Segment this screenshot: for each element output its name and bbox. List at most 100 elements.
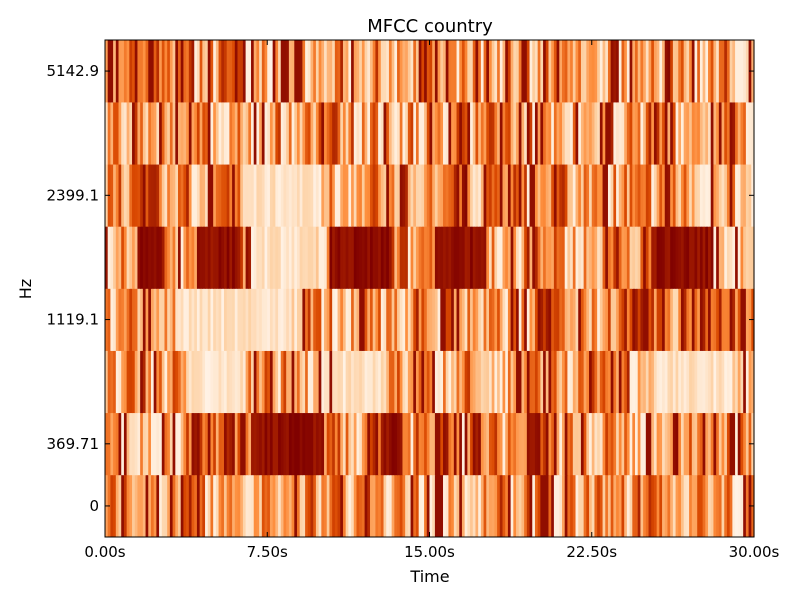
heatmap-cell — [394, 102, 398, 165]
heatmap-cell — [580, 164, 585, 227]
heatmap-cell — [510, 288, 514, 351]
heatmap-cell — [635, 288, 639, 351]
heatmap-cell — [551, 40, 555, 103]
heatmap-cell — [635, 102, 639, 165]
heatmap-cell — [142, 40, 147, 103]
heatmap-cell — [589, 474, 593, 538]
heatmap-cell — [223, 350, 228, 414]
heatmap-cell — [732, 350, 736, 414]
heatmap-cell — [169, 412, 174, 476]
heatmap-cell — [215, 40, 220, 103]
heatmap-cell — [321, 288, 325, 351]
heatmap-cell — [689, 474, 693, 538]
heatmap-cell — [307, 40, 312, 103]
heatmap-cell — [372, 164, 377, 227]
heatmap-cell — [188, 350, 193, 414]
heatmap-cell — [213, 102, 217, 165]
heatmap-cell — [507, 350, 512, 414]
heatmap-cell — [107, 226, 111, 289]
heatmap-cell — [161, 288, 166, 351]
heatmap-cell — [334, 288, 339, 351]
heatmap-cell — [340, 40, 344, 103]
heatmap-cell — [351, 350, 355, 414]
heatmap-cell — [475, 474, 479, 538]
heatmap-cell — [202, 102, 206, 165]
heatmap-cell — [237, 40, 241, 103]
heatmap-cell — [497, 164, 501, 227]
heatmap-cell — [618, 102, 623, 165]
heatmap-cell — [705, 40, 709, 103]
heatmap-cell — [575, 350, 579, 414]
heatmap-cell — [702, 40, 706, 103]
heatmap-cell — [618, 226, 623, 289]
heatmap-cell — [448, 164, 452, 227]
heatmap-cell — [594, 102, 598, 165]
heatmap-cell — [123, 164, 128, 227]
heatmap-cell — [172, 102, 176, 165]
heatmap-cell — [313, 102, 317, 165]
heatmap-cell — [153, 288, 157, 351]
heatmap-cell — [207, 40, 212, 103]
heatmap-cell — [348, 40, 352, 103]
heatmap-cell — [551, 226, 555, 289]
heatmap-cell — [478, 226, 482, 289]
heatmap-cell — [583, 474, 587, 538]
heatmap-cell — [507, 102, 512, 165]
heatmap-cell — [361, 164, 366, 227]
heatmap-cell — [434, 102, 439, 165]
heatmap-cell — [248, 40, 252, 103]
heatmap-cell — [467, 412, 471, 476]
heatmap-cell — [159, 288, 163, 351]
heatmap-cell — [126, 288, 130, 351]
heatmap-cell — [194, 350, 198, 414]
heatmap-cell — [448, 102, 452, 165]
heatmap-cell — [342, 164, 347, 227]
heatmap-cell — [659, 102, 663, 165]
heatmap-cell — [516, 412, 520, 476]
heatmap-cell — [248, 226, 252, 289]
heatmap-cell — [288, 226, 293, 289]
heatmap-cell — [434, 164, 439, 227]
heatmap-cell — [656, 412, 660, 476]
heatmap-cell — [556, 226, 560, 289]
y-tick-label: 0 — [89, 497, 99, 515]
heatmap-cell — [505, 350, 509, 414]
heatmap-cell — [342, 40, 347, 103]
heatmap-cell — [410, 288, 414, 351]
heatmap-cell — [194, 226, 198, 289]
heatmap-cell — [710, 412, 715, 476]
heatmap-cell — [299, 412, 303, 476]
heatmap-cell — [242, 226, 247, 289]
heatmap-cell — [472, 288, 477, 351]
heatmap-cell — [537, 412, 541, 476]
heatmap-cell — [386, 412, 390, 476]
heatmap-cell — [513, 226, 517, 289]
heatmap-cell — [502, 474, 506, 538]
heatmap-cell — [256, 412, 260, 476]
heatmap-cell — [245, 40, 249, 103]
heatmap-cell — [624, 350, 628, 414]
heatmap-cell — [142, 474, 147, 538]
heatmap-cell — [432, 164, 436, 227]
heatmap-cell — [413, 350, 417, 414]
heatmap-cell — [470, 474, 474, 538]
heatmap-cell — [526, 40, 531, 103]
heatmap-cell — [632, 412, 636, 476]
heatmap-cell — [640, 164, 644, 227]
heatmap-cell — [729, 164, 733, 227]
heatmap-cell — [288, 288, 293, 351]
heatmap-cell — [475, 226, 479, 289]
heatmap-cell — [207, 474, 212, 538]
heatmap-cell — [294, 164, 298, 227]
heatmap-cell — [410, 350, 414, 414]
heatmap-cell — [475, 164, 479, 227]
heatmap-cell — [486, 226, 490, 289]
heatmap-cell — [299, 350, 303, 414]
heatmap-cell — [643, 288, 647, 351]
heatmap-cell — [291, 288, 295, 351]
heatmap-cell — [486, 474, 490, 538]
heatmap-cell — [580, 412, 585, 476]
heatmap-cell — [229, 412, 233, 476]
heatmap-cell — [643, 102, 647, 165]
heatmap-cell — [548, 226, 552, 289]
